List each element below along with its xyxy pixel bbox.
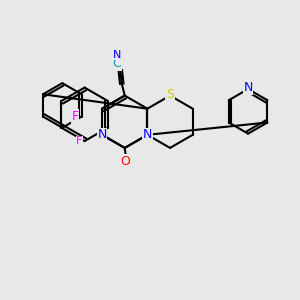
Text: N: N xyxy=(243,81,253,94)
Text: F: F xyxy=(76,136,83,146)
Text: N: N xyxy=(112,50,121,60)
Text: S: S xyxy=(166,88,174,100)
Text: N: N xyxy=(143,128,152,141)
Text: N: N xyxy=(98,128,107,141)
Text: O: O xyxy=(120,155,130,168)
Text: C: C xyxy=(112,57,121,70)
Text: F: F xyxy=(71,110,79,123)
